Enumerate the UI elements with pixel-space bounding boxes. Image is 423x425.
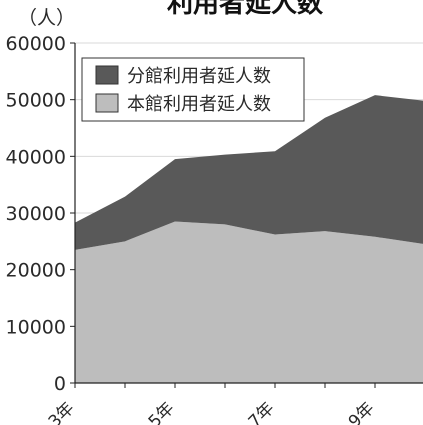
y-axis-unit: （人）: [18, 7, 75, 29]
legend-swatch-series-2: [95, 65, 119, 85]
legend-label-series-1: 本館利用者延人数: [127, 94, 271, 115]
x-tick-label: 5年: [145, 398, 179, 425]
x-axis: 3年 5年 7年 9年: [45, 382, 423, 425]
x-tick-label: 3年: [45, 398, 79, 425]
legend-label-series-2: 分館利用者延人数: [127, 66, 271, 87]
x-tick-label: 9年: [345, 398, 379, 425]
y-tick-label: 40000: [6, 146, 66, 168]
legend-swatch-series-1: [95, 93, 119, 113]
areas: [75, 95, 423, 383]
legend: 分館利用者延人数 本館利用者延人数: [81, 57, 305, 122]
area-series-1: [75, 221, 423, 383]
x-tick-label: 7年: [245, 398, 279, 425]
y-tick-label: 30000: [6, 203, 66, 225]
y-tick-label: 10000: [6, 316, 66, 338]
chart-title: 利用者延人数: [167, 0, 324, 19]
y-axis: 0 10000 20000 30000 40000 50000 60000: [6, 33, 76, 395]
legend-box: [81, 57, 305, 122]
y-tick-label: 20000: [6, 260, 66, 282]
y-tick-label: 0: [54, 373, 66, 395]
y-tick-label: 50000: [6, 90, 66, 112]
y-tick-label: 60000: [6, 33, 66, 55]
area-series-2: [75, 95, 423, 250]
